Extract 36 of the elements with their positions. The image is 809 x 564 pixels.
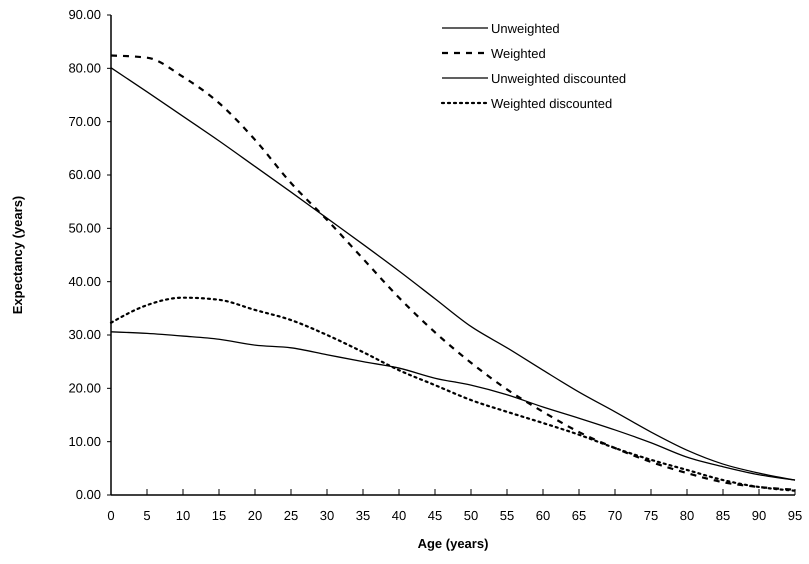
x-tick-label: 70 xyxy=(608,508,622,524)
x-tick-label: 75 xyxy=(644,508,658,524)
x-tick-label: 55 xyxy=(500,508,514,524)
legend-label: Weighted discounted xyxy=(491,96,612,111)
legend-label: Weighted xyxy=(491,46,546,61)
x-tick-label: 60 xyxy=(536,508,550,524)
y-axis-title: Expectancy (years) xyxy=(10,196,25,314)
x-tick-label: 5 xyxy=(143,508,151,524)
x-tick-label: 40 xyxy=(392,508,406,524)
x-tick-label: 85 xyxy=(716,508,730,524)
x-tick-label: 95 xyxy=(788,508,802,524)
y-tick-label: 90.00 xyxy=(68,7,101,22)
x-tick-label: 20 xyxy=(248,508,262,524)
y-tick-label: 30.00 xyxy=(68,327,101,342)
y-tick-label: 70.00 xyxy=(68,114,101,129)
x-tick-label: 45 xyxy=(428,508,442,524)
x-tick-label: 90 xyxy=(752,508,766,524)
legend-label: Unweighted discounted xyxy=(491,71,626,86)
y-tick-label: 60.00 xyxy=(68,167,101,182)
y-tick-label: 20.00 xyxy=(68,380,101,396)
x-tick-label: 35 xyxy=(356,508,370,524)
y-tick-label: 0.00 xyxy=(76,487,101,502)
y-tick-label: 40.00 xyxy=(68,274,101,289)
x-tick-label: 25 xyxy=(284,508,298,524)
x-tick-label: 65 xyxy=(572,508,586,524)
x-tick-label: 30 xyxy=(320,508,334,524)
x-tick-label: 0 xyxy=(107,508,115,524)
legend-label: Unweighted xyxy=(491,21,560,36)
x-tick-label: 80 xyxy=(680,508,694,524)
x-tick-label: 10 xyxy=(176,508,190,524)
x-tick-label: 15 xyxy=(212,508,226,524)
x-axis-title: Age (years) xyxy=(418,536,488,551)
x-tick-label: 50 xyxy=(464,508,478,524)
y-tick-label: 10.00 xyxy=(68,434,101,449)
y-tick-label: 50.00 xyxy=(68,220,101,236)
y-tick-label: 80.00 xyxy=(68,60,101,76)
